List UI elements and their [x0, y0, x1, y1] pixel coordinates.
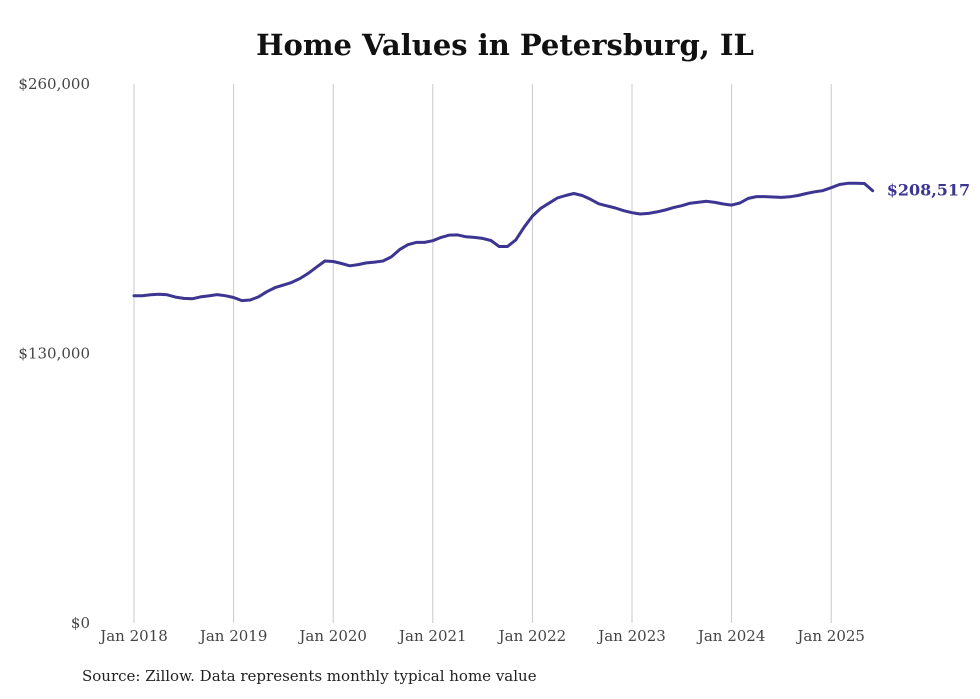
grid-layer [133, 84, 832, 623]
x-tick-label: Jan 2024 [696, 627, 766, 645]
x-tick-label: Jan 2018 [98, 627, 168, 645]
source-note: Source: Zillow. Data represents monthly … [82, 667, 537, 685]
x-tick-label: Jan 2019 [198, 627, 268, 645]
y-tick-label: $130,000 [18, 345, 90, 363]
end-value-label: $208,517 [887, 181, 971, 200]
x-tick-label: Jan 2025 [795, 627, 865, 645]
x-tick-label: Jan 2021 [397, 627, 467, 645]
series-line [132, 181, 875, 303]
chart-title: Home Values in Petersburg, IL [256, 28, 754, 62]
series-layer: $208,517 [132, 181, 971, 303]
x-tick-label: Jan 2022 [497, 627, 567, 645]
chart-svg: $260,000$130,000$0 Jan 2018 Jan 2019 Jan 2… [18, 75, 971, 645]
x-tick-label: Jan 2020 [297, 627, 367, 645]
y-axis: $260,000 $130,000 $0 [18, 75, 90, 632]
y-tick-label: $0 [71, 614, 90, 632]
x-axis: Jan 2018 Jan 2019 Jan 2020 Jan 2021 Jan 2022… [98, 627, 865, 645]
x-tick-label: Jan 2023 [596, 627, 666, 645]
y-tick-label: $260,000 [18, 75, 90, 93]
